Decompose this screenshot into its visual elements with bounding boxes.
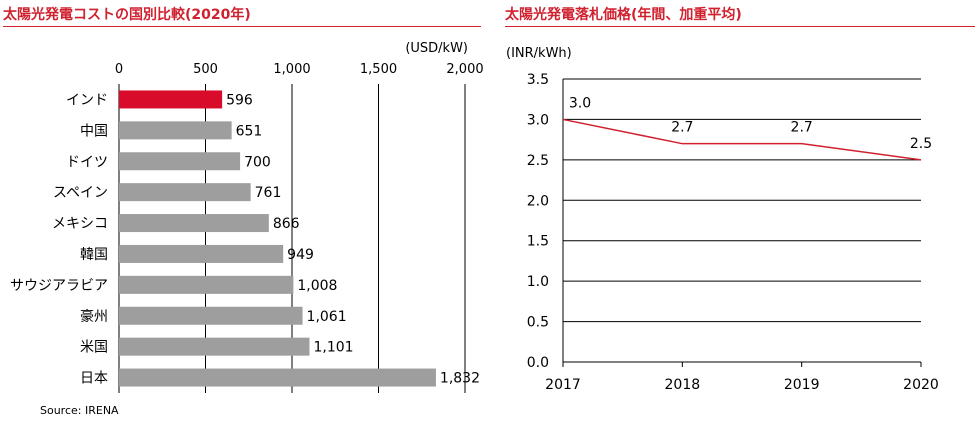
line-y-tick-label: 2.5	[527, 153, 549, 169]
line-chart-gridlines	[562, 78, 921, 363]
bar-category-label: ドイツ	[66, 154, 108, 170]
line-y-tick-label: 3.0	[527, 112, 549, 128]
bar-x-tick-label: 1,000	[273, 62, 310, 77]
bar-category-label: インド	[66, 92, 108, 108]
line-chart-y-ticks: 0.0 0.5 1.0 1.5 2.0 2.5 3.0 3.5	[527, 72, 549, 371]
line-value-label: 3.0	[569, 95, 591, 111]
line-x-tick-label: 2020	[903, 377, 939, 393]
bar-value-label: 596	[226, 92, 253, 108]
bar-category-label: 韓国	[80, 247, 108, 263]
line-y-tick-label: 1.5	[527, 234, 549, 250]
bar-chart-unit-label: (USD/kW)	[405, 41, 468, 56]
bar	[119, 121, 232, 140]
bar	[119, 337, 310, 356]
bar	[119, 244, 284, 263]
bar	[119, 183, 251, 202]
bar	[119, 214, 269, 233]
bar-category-label: 中国	[80, 123, 108, 139]
bar	[119, 152, 241, 171]
line-chart-x-ticks: 2017 2018 2019 2020	[545, 362, 939, 393]
source-note: Source: IRENA	[40, 404, 119, 417]
line-y-tick-label: 1.0	[527, 274, 549, 290]
bar-value-label: 1,008	[297, 278, 337, 294]
left-title-underline	[3, 26, 481, 27]
left-chart-title: 太陽光発電コストの国別比較(2020年)	[3, 7, 251, 23]
bar-value-label: 1,832	[440, 371, 480, 387]
line-series-path	[562, 118, 922, 161]
bar-category-label: メキシコ	[52, 216, 108, 232]
line-y-tick-label: 2.0	[527, 193, 549, 209]
line-value-label: 2.5	[910, 136, 932, 152]
line-value-label: 2.7	[791, 120, 813, 136]
bar-value-label: 761	[255, 185, 282, 201]
line-y-tick-label: 3.5	[527, 72, 549, 88]
line-y-tick-label: 0.5	[527, 315, 549, 331]
line-chart-value-labels: 3.0 2.7 2.7 2.5	[569, 95, 932, 151]
line-x-tick-label: 2017	[545, 377, 581, 393]
line-value-label: 2.7	[671, 120, 693, 136]
bar-x-tick-label: 1,500	[360, 62, 397, 77]
bar	[119, 306, 303, 325]
bar-chart-bars	[119, 90, 436, 387]
bar-value-label: 651	[236, 123, 263, 139]
bar	[119, 368, 436, 387]
bar-value-label: 700	[244, 154, 271, 170]
bar	[119, 90, 223, 109]
line-x-tick-label: 2019	[784, 377, 820, 393]
bar	[119, 275, 294, 294]
bar-x-tick-label: 500	[193, 62, 218, 77]
line-y-tick-label: 0.0	[527, 355, 549, 371]
line-chart-unit-label: (INR/kWh)	[506, 46, 572, 61]
right-chart-title: 太陽光発電落札価格(年間、加重平均)	[505, 7, 742, 23]
bar-category-label: 豪州	[80, 309, 108, 325]
bar-value-label: 1,101	[313, 340, 353, 356]
bar-value-label: 866	[273, 216, 300, 232]
bar-category-label: 日本	[80, 371, 108, 387]
bar-category-label: スペイン	[53, 185, 108, 201]
bar-chart-value-labels: 596 651 700 761 866 949 1,008 1,061 1,101 1,832	[226, 92, 480, 386]
bar-value-label: 1,061	[307, 309, 347, 325]
line-chart-series	[562, 118, 922, 161]
line-x-tick-label: 2018	[665, 377, 701, 393]
bar-value-label: 949	[287, 247, 314, 263]
bar-chart-x-ticks: 0 500 1,000 1,500 2,000	[115, 62, 484, 77]
right-title-underline	[505, 26, 975, 27]
bar-x-tick-label: 0	[115, 62, 123, 77]
bar-category-label: サウジアラビア	[10, 278, 108, 294]
bar-x-tick-label: 2,000	[446, 62, 483, 77]
bar-category-label: 米国	[80, 340, 108, 356]
